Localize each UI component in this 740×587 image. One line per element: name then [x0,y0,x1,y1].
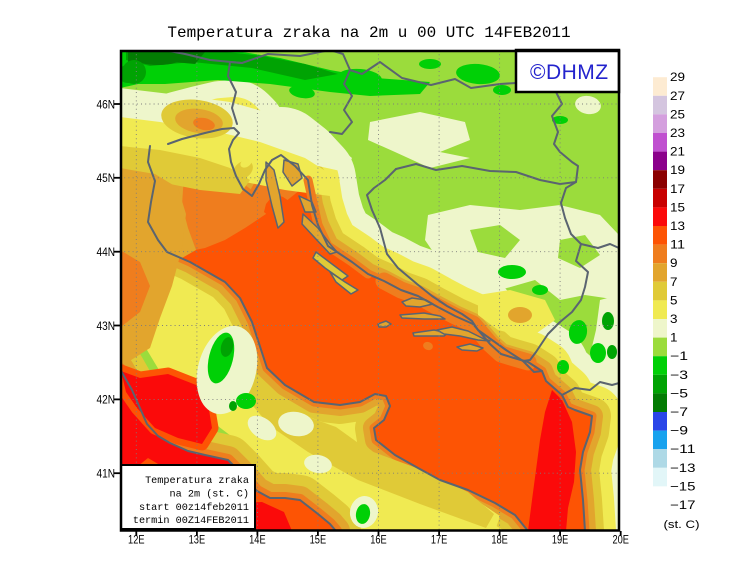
svg-text:start 00z14feb2011: start 00z14feb2011 [139,502,249,514]
svg-text:12E: 12E [128,533,145,547]
svg-text:46N: 46N [97,97,116,111]
svg-text:42N: 42N [97,393,116,407]
svg-text:43N: 43N [97,319,116,333]
svg-text:19E: 19E [552,533,569,547]
svg-text:−17: −17 [670,498,696,512]
svg-text:17: 17 [670,182,685,196]
svg-text:15E: 15E [310,533,327,547]
svg-text:3: 3 [670,312,678,326]
svg-text:5: 5 [670,293,678,307]
svg-text:16E: 16E [370,533,387,547]
svg-text:©DHMZ: ©DHMZ [530,61,609,84]
svg-text:na 2m (st. C): na 2m (st. C) [170,488,249,500]
svg-text:18E: 18E [491,533,508,547]
svg-text:21: 21 [670,145,685,159]
svg-text:13: 13 [670,219,685,233]
svg-text:41N: 41N [97,467,116,481]
svg-text:Temperatura zraka: Temperatura zraka [145,475,249,487]
svg-text:23: 23 [670,126,685,140]
svg-text:1: 1 [670,331,678,345]
svg-text:25: 25 [670,107,685,121]
svg-text:−1: −1 [670,349,688,363]
svg-text:−3: −3 [670,368,688,382]
svg-text:−5: −5 [670,386,688,400]
svg-text:−11: −11 [670,442,696,456]
svg-text:17E: 17E [431,533,448,547]
svg-text:19: 19 [670,163,685,177]
svg-text:15: 15 [670,200,685,214]
svg-text:11: 11 [670,238,685,252]
svg-text:(st. C): (st. C) [664,519,700,531]
svg-text:13E: 13E [189,533,206,547]
svg-text:−9: −9 [670,424,688,438]
svg-text:Temperatura zraka na 2m u 00 U: Temperatura zraka na 2m u 00 UTC 14FEB20… [167,24,570,42]
svg-text:44N: 44N [97,245,116,259]
svg-text:20E: 20E [612,533,629,547]
svg-text:7: 7 [670,275,678,289]
svg-text:14E: 14E [249,533,266,547]
svg-text:−13: −13 [670,461,696,475]
svg-text:9: 9 [670,256,678,270]
svg-text:27: 27 [670,89,685,103]
svg-text:29: 29 [670,70,685,84]
svg-text:termin 00Z14FEB2011: termin 00Z14FEB2011 [133,515,249,527]
svg-text:−15: −15 [670,479,696,493]
svg-text:−7: −7 [670,405,688,419]
svg-text:45N: 45N [97,171,116,185]
